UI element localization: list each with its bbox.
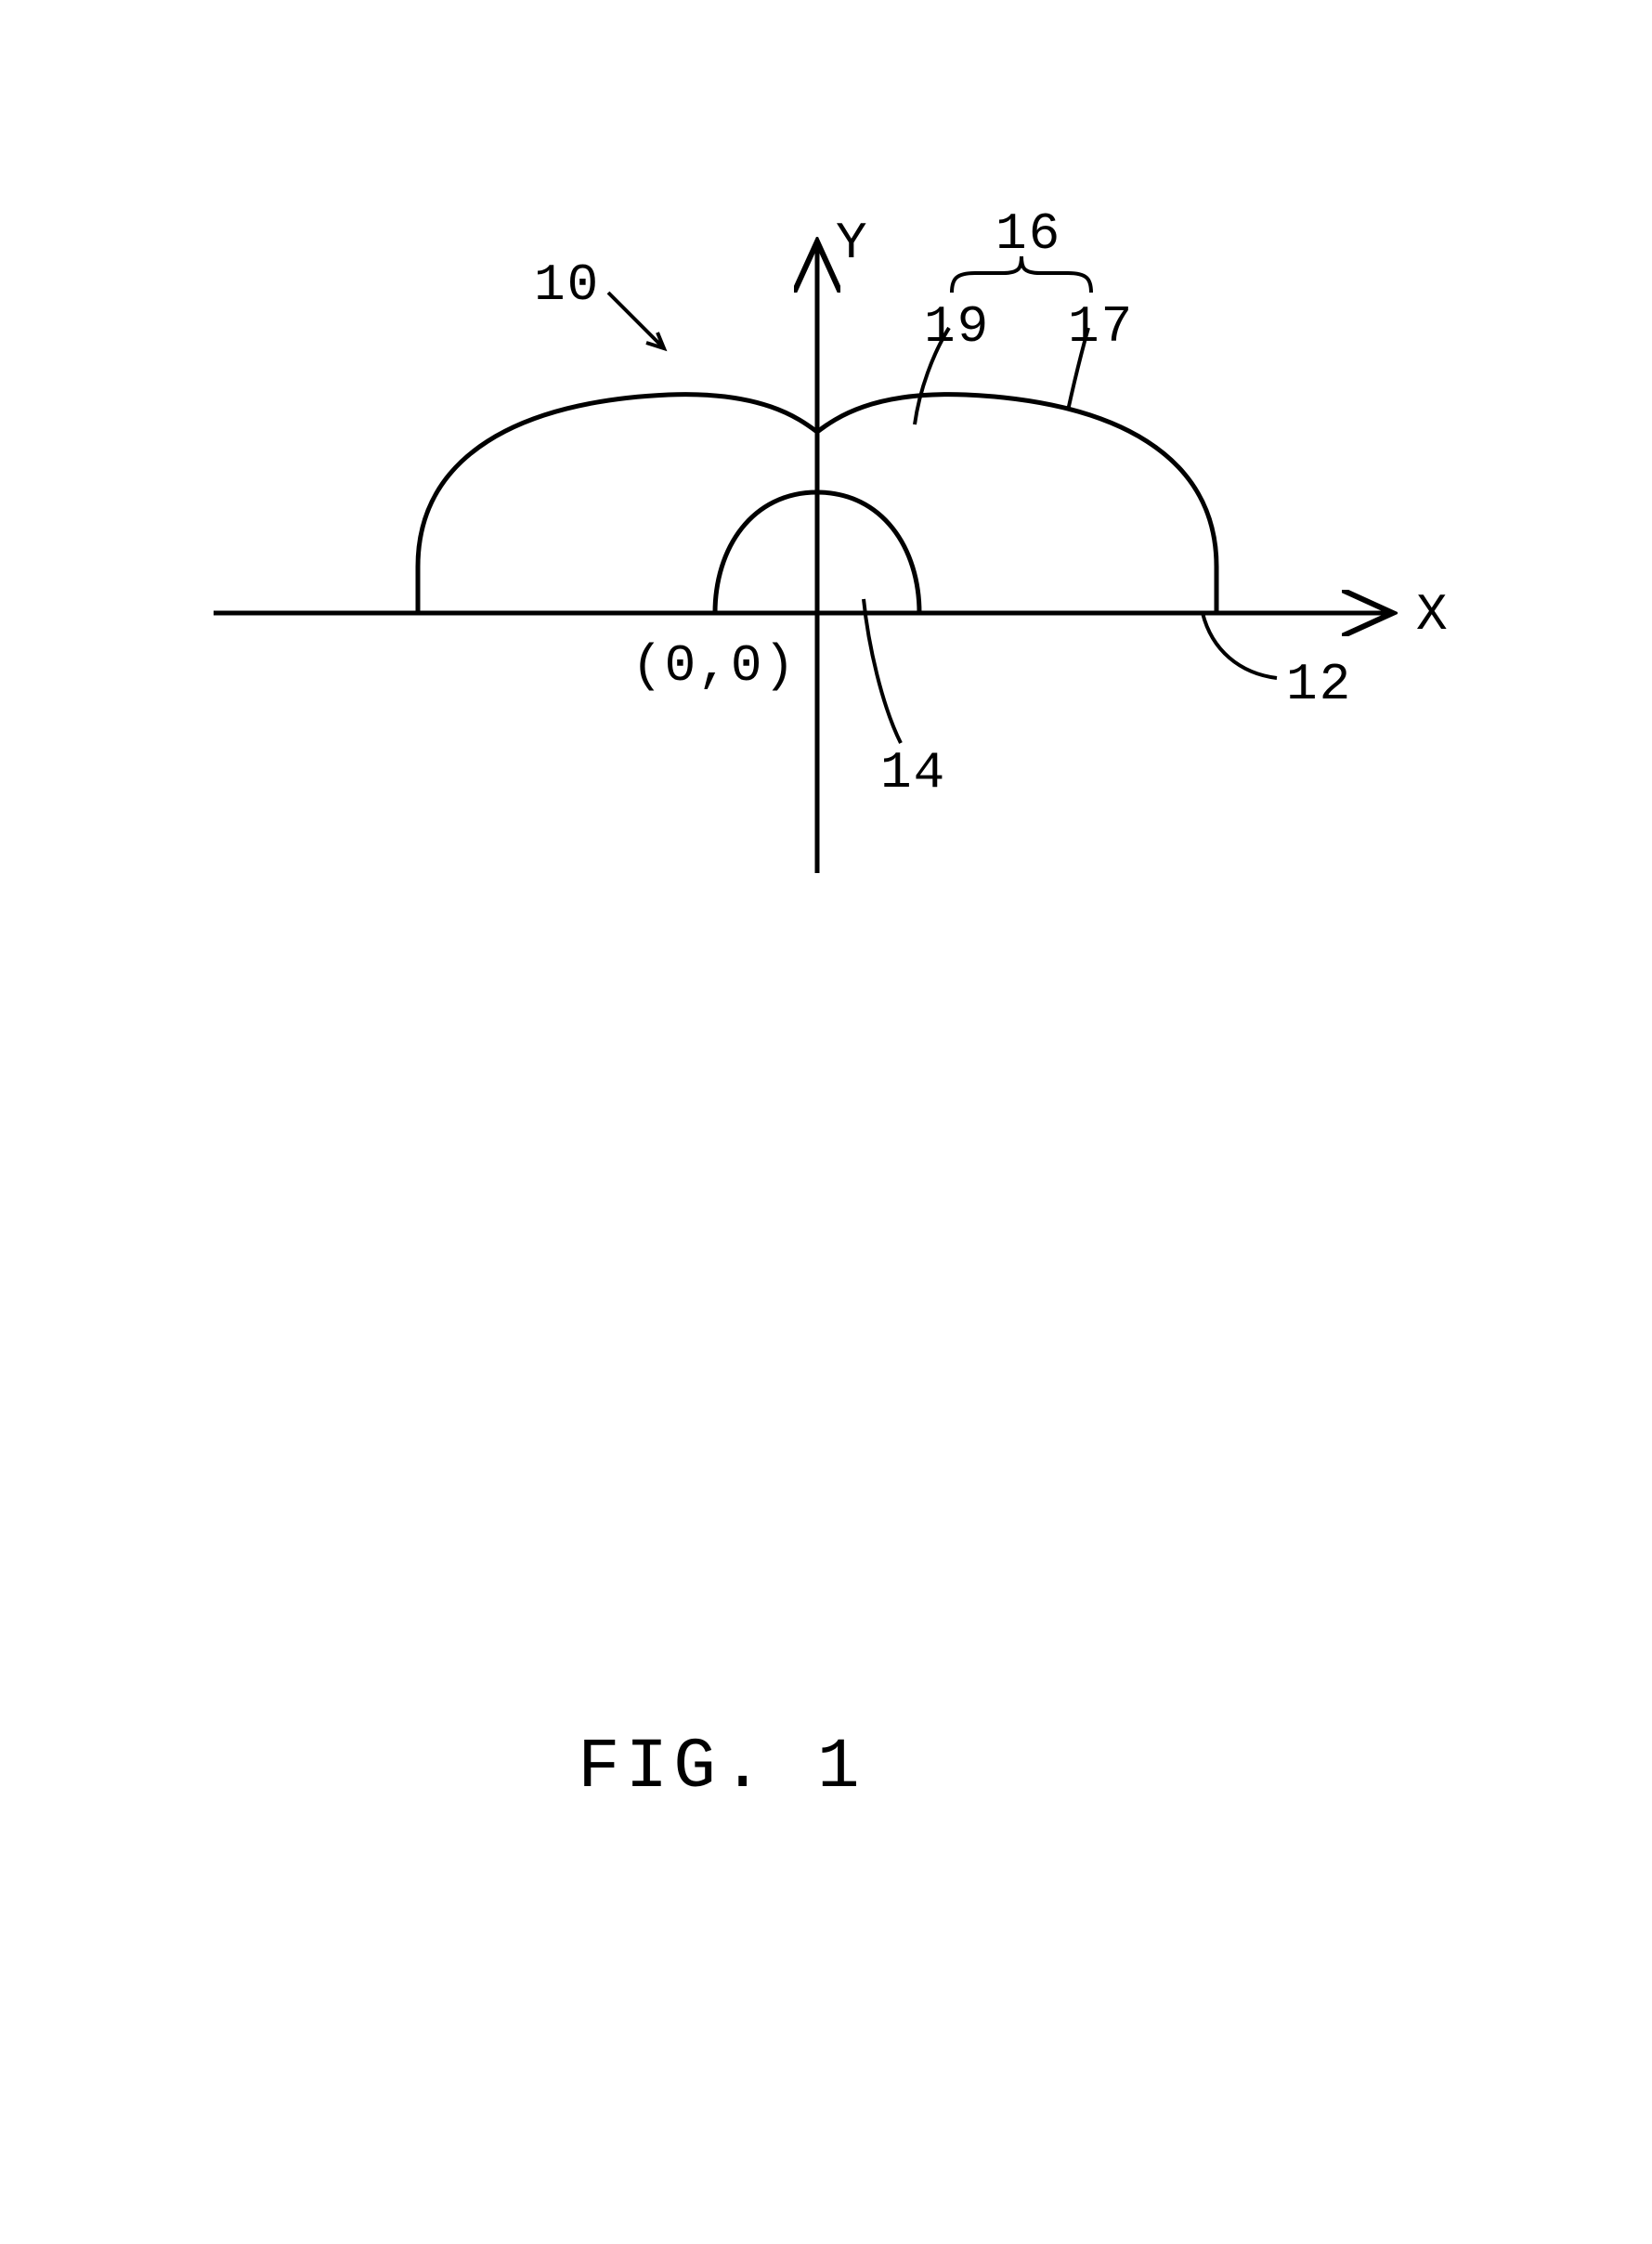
leader-10	[608, 293, 664, 348]
figure-svg	[167, 186, 1467, 1022]
leader-14	[864, 599, 901, 743]
y-axis-label: Y	[836, 214, 869, 273]
ref-10: 10	[534, 255, 600, 315]
figure-caption: FIG. 1	[578, 1728, 865, 1807]
leader-12	[1203, 613, 1277, 678]
x-axis-label: X	[1416, 585, 1450, 645]
figure-1: Y X (0,0) 10 12 14 16 17 19	[167, 186, 1467, 1022]
ref-12: 12	[1286, 655, 1352, 714]
ref-16: 16	[995, 204, 1061, 264]
ref-17: 17	[1068, 297, 1134, 357]
origin-label: (0,0)	[631, 636, 797, 696]
ref-19: 19	[924, 297, 990, 357]
ref-14: 14	[880, 743, 946, 802]
